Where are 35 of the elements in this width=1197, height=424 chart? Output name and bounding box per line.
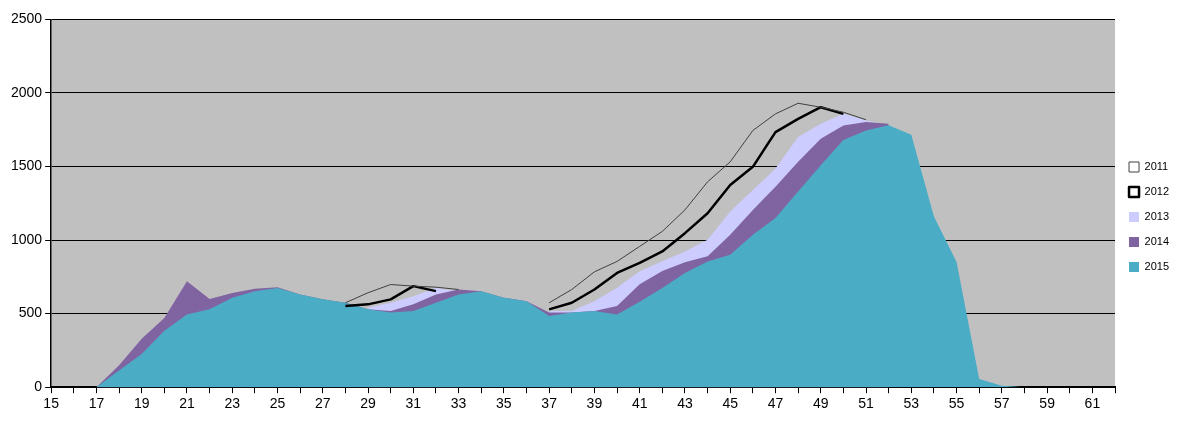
x-tick-label: 27 (314, 395, 331, 412)
x-tick-label: 39 (586, 395, 603, 412)
x-tick-label: 29 (360, 395, 377, 412)
y-tick-label: 2500 (10, 10, 43, 27)
y-tick-label: 0 (34, 378, 43, 395)
x-tick-label: 21 (179, 395, 195, 412)
x-tick-label: 19 (133, 395, 150, 412)
x-tick-label: 23 (224, 395, 241, 412)
y-tick-label: 2000 (10, 83, 43, 100)
x-tick-label: 17 (88, 395, 105, 412)
legend-label: 2012 (1144, 185, 1170, 198)
x-tick-label: 47 (767, 395, 784, 412)
legend-label: 2015 (1144, 260, 1170, 273)
x-tick-label: 33 (450, 395, 467, 412)
x-tick-label: 55 (948, 395, 965, 412)
y-tick-label: 1000 (10, 230, 43, 247)
x-tick-label: 59 (1039, 395, 1056, 412)
y-tick-label: 1500 (10, 157, 43, 174)
x-tick-label: 43 (677, 395, 693, 412)
legend-label: 2014 (1144, 235, 1170, 248)
x-tick-label: 51 (858, 395, 875, 412)
legend-label: 2011 (1144, 160, 1169, 173)
legend-label: 2013 (1144, 210, 1170, 223)
x-tick-label: 41 (631, 395, 648, 412)
x-tick-label: 15 (43, 395, 60, 412)
y-tick-label: 500 (18, 304, 43, 321)
x-tick-label: 53 (903, 395, 920, 412)
x-tick-label: 57 (994, 395, 1010, 412)
x-tick-label: 35 (496, 395, 512, 412)
x-tick-label: 37 (541, 395, 558, 412)
x-tick-label: 49 (812, 395, 829, 412)
x-tick-label: 45 (722, 395, 739, 412)
x-tick-label: 61 (1084, 395, 1101, 412)
x-tick-label: 25 (269, 395, 286, 412)
x-tick-label: 31 (405, 395, 422, 412)
